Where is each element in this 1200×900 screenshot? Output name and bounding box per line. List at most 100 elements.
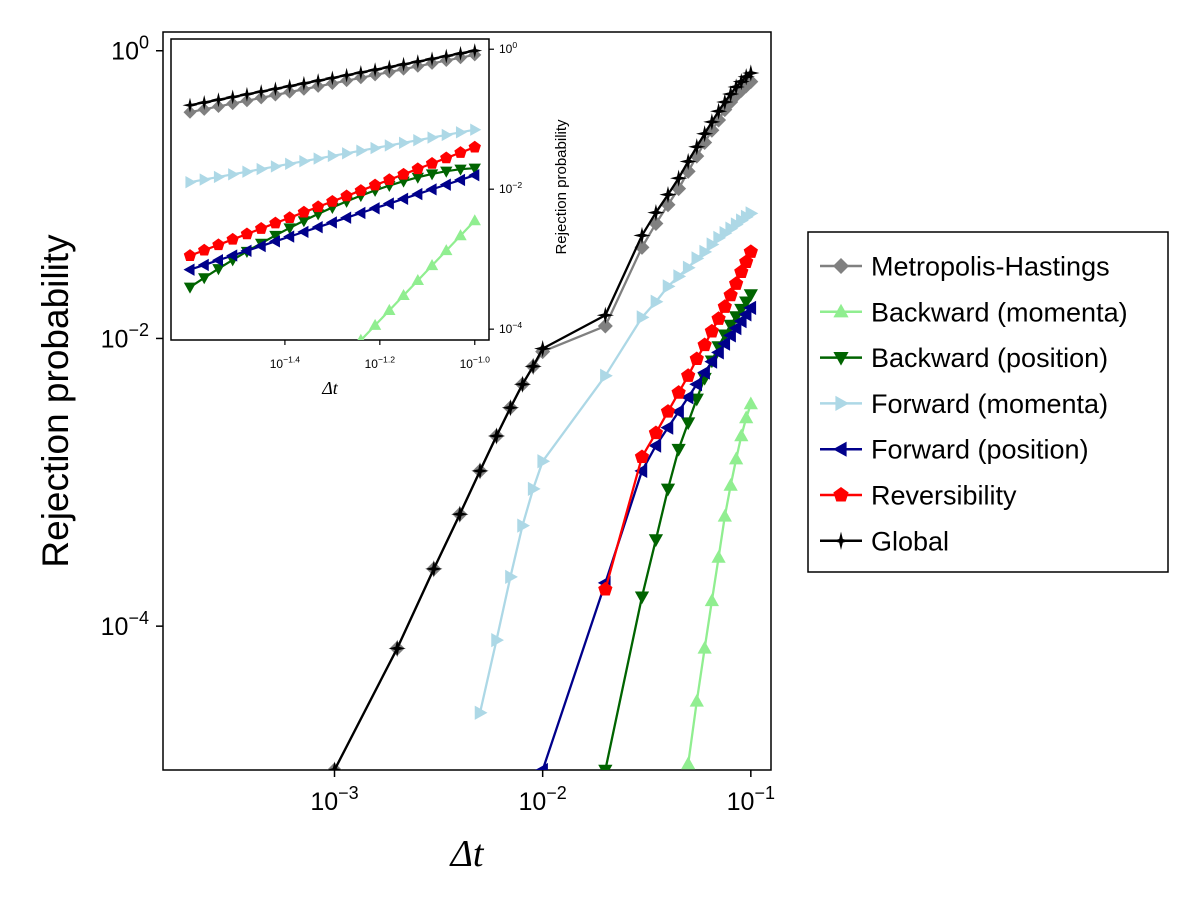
legend-label-reversibility: Reversibility (871, 481, 1017, 511)
main-point-backward-position-1 (634, 591, 650, 605)
inset-point-backward-momenta-5 (383, 303, 396, 315)
inset-point-forward-position-5 (254, 239, 266, 253)
inset-point-forward-momenta-7 (285, 157, 297, 170)
inset-point-forward-position-2 (211, 254, 224, 267)
inset-point-backward-position-17 (425, 169, 439, 181)
inset-point-forward-position-9 (311, 220, 323, 234)
inset-point-reversibility-8 (297, 205, 311, 218)
inset-point-forward-position-17 (425, 183, 437, 196)
main-point-reversibility-1 (634, 449, 650, 464)
main-point-forward-momenta-2 (505, 569, 518, 585)
inset-point-global-10 (324, 70, 340, 86)
inset-point-global-0 (182, 97, 198, 113)
inset-point-global-17 (424, 51, 440, 67)
inset-point-global-5 (253, 84, 269, 100)
inset-point-global-6 (267, 81, 283, 97)
main-point-forward-position-0 (535, 762, 548, 770)
inset-series-line-backward-momenta (359, 219, 476, 340)
legend-marker-backward-momenta (833, 303, 849, 318)
inset-point-forward-momenta-2 (213, 170, 225, 184)
main-point-global-6 (501, 399, 520, 417)
main-point-forward-momenta-11 (682, 260, 696, 275)
main-point-reversibility-5 (681, 368, 696, 382)
main-point-forward-momenta-5 (537, 454, 551, 469)
main-point-global-22 (727, 78, 745, 96)
inset-point-forward-position-11 (340, 211, 352, 224)
inset-point-backward-momenta-7 (411, 273, 424, 286)
inset-point-forward-position-13 (368, 202, 380, 215)
main-point-forward-momenta-8 (650, 294, 664, 309)
main-point-global-18 (703, 113, 721, 131)
main-point-backward-position-15 (743, 289, 758, 303)
main-y-tick-label-0: 10−4 (101, 608, 149, 641)
inset-point-reversibility-14 (383, 173, 396, 185)
inset-point-backward-position-7 (283, 223, 296, 235)
inset-point-forward-momenta-10 (327, 149, 339, 163)
main-point-forward-position-9 (704, 354, 718, 369)
inset-point-forward-momenta-20 (470, 123, 482, 136)
main-point-backward-momenta-5 (717, 508, 732, 522)
inset-y-tick-label-2: 100 (499, 40, 517, 56)
main-point-global-15 (679, 152, 697, 171)
inset-point-forward-position-3 (226, 249, 238, 262)
inset-point-reversibility-18 (440, 151, 453, 164)
main-point-backward-momenta-8 (734, 428, 749, 442)
inset-point-reversibility-3 (226, 232, 239, 245)
inset-point-reversibility-12 (354, 184, 368, 196)
main-x-tick-label-0: 10−3 (310, 783, 358, 816)
inset-point-backward-momenta-6 (397, 288, 410, 300)
main-point-forward-position-14 (733, 313, 747, 329)
inset-point-reversibility-20 (468, 140, 481, 153)
inset-point-backward-position-16 (411, 172, 424, 184)
main-point-backward-momenta-7 (729, 451, 744, 465)
main-point-global-14 (670, 169, 688, 187)
inset-point-forward-momenta-18 (441, 128, 453, 142)
inset-point-forward-momenta-11 (342, 147, 354, 160)
main-point-global-1 (388, 639, 406, 658)
inset-point-reversibility-19 (454, 146, 467, 158)
inset-point-forward-momenta-5 (256, 162, 268, 176)
main-point-backward-position-13 (734, 303, 749, 317)
inset-point-global-20 (467, 43, 483, 59)
inset-point-reversibility-4 (240, 227, 254, 240)
main-point-global-5 (487, 427, 506, 445)
main-point-backward-position-4 (671, 443, 686, 457)
inset-point-forward-momenta-0 (185, 176, 197, 189)
inset-point-backward-momenta-4 (368, 318, 382, 330)
inset-point-reversibility-0 (183, 249, 197, 261)
inset-point-backward-position-1 (198, 273, 211, 285)
inset-point-backward-position-9 (311, 209, 325, 221)
inset-x-axis-label: Δt (321, 378, 339, 398)
main-point-backward-momenta-9 (739, 410, 754, 424)
inset-point-forward-position-18 (439, 178, 451, 191)
inset-point-backward-position-6 (269, 230, 282, 242)
inset-point-global-13 (367, 62, 383, 78)
inset-point-forward-position-16 (411, 187, 423, 201)
main-point-forward-momenta-14 (706, 237, 720, 252)
inset-point-backward-position-20 (468, 163, 481, 175)
legend-box (807, 231, 1169, 573)
main-point-global-11 (633, 226, 651, 245)
inset-point-backward-momenta-8 (425, 259, 439, 271)
legend-marker-backward-position (833, 352, 849, 366)
main-point-forward-position-7 (689, 377, 703, 392)
main-point-backward-momenta-3 (704, 593, 720, 607)
main-point-backward-momenta-10 (743, 396, 758, 410)
main-point-global-13 (659, 185, 677, 204)
inset-point-backward-momenta-9 (440, 244, 453, 256)
main-x-tick-label-1: 10−2 (518, 783, 566, 816)
main-point-forward-momenta-10 (673, 269, 687, 284)
main-point-global-8 (524, 357, 542, 375)
main-point-global-21 (722, 85, 740, 103)
inset-point-reversibility-10 (326, 194, 339, 207)
main-point-backward-momenta-6 (723, 478, 738, 491)
inset-point-reversibility-1 (198, 243, 211, 256)
inset-point-reversibility-5 (255, 222, 268, 234)
inset-point-reversibility-9 (311, 200, 325, 213)
inset-point-forward-position-12 (354, 206, 366, 220)
main-point-forward-position-5 (671, 404, 684, 419)
main-point-global-23 (732, 73, 750, 91)
inset-point-forward-momenta-13 (370, 141, 382, 155)
main-point-forward-momenta-21 (745, 206, 759, 221)
